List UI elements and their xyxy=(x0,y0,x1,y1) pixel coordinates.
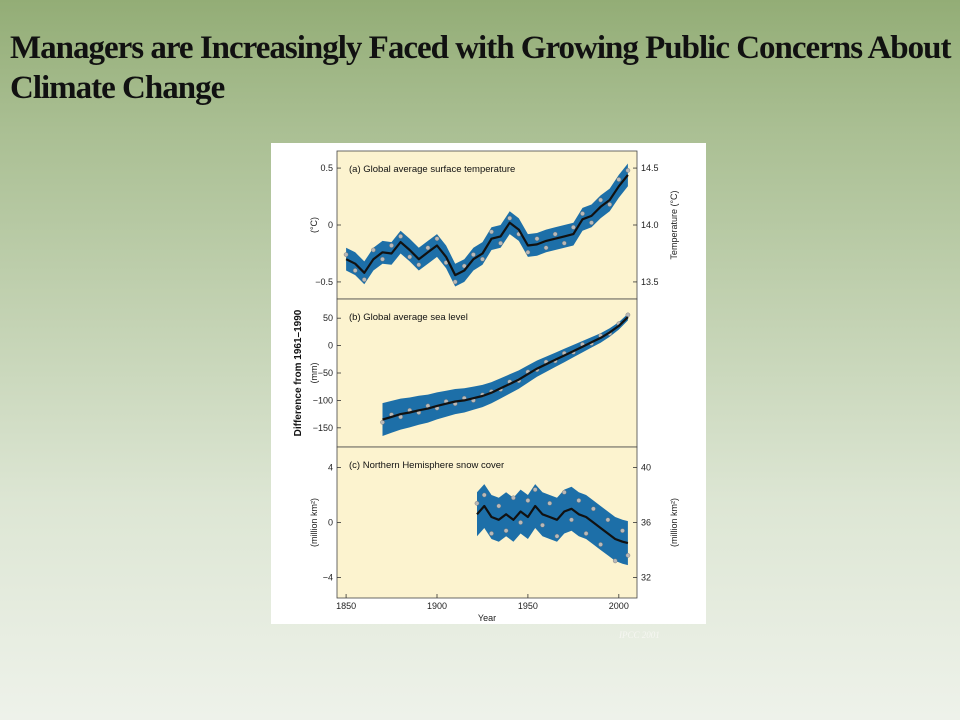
panel-c-data-point xyxy=(591,506,596,512)
panel-c-data-point xyxy=(511,495,516,501)
panel-a-left-axis-label: (°C) xyxy=(309,217,319,233)
panel-a-right-tick-label: 13.5 xyxy=(641,277,659,287)
panel-a-data-point xyxy=(598,197,603,203)
panel-a-data-point xyxy=(362,277,367,282)
panel-a-data-point xyxy=(507,215,512,221)
panel-c-data-point xyxy=(540,522,545,528)
source-credit: IPCC 2001 xyxy=(619,630,660,640)
panel-a-data-point xyxy=(407,254,412,260)
panel-a-right-tick-label: 14.0 xyxy=(641,220,659,230)
panel-a-title: (a) Global average surface temperature xyxy=(349,164,515,175)
panel-a-right-tick-label: 14.5 xyxy=(641,163,659,173)
panel-c-left-tick-label: 4 xyxy=(328,463,333,473)
panel-a-data-point xyxy=(625,168,631,173)
panel-b-data-point xyxy=(380,419,385,425)
panel-c-data-point xyxy=(554,533,560,539)
panel-a-data-point xyxy=(498,240,503,246)
panel-a-left-tick-label: 0 xyxy=(328,220,333,230)
panel-c-left-tick-label: −4 xyxy=(323,572,333,582)
panel-a-series-line xyxy=(345,174,629,277)
panel-c-data-point xyxy=(612,558,618,564)
panel-a-data-point xyxy=(343,252,349,257)
panel-c-right-tick-label: 40 xyxy=(641,463,651,473)
panel-c-data-point xyxy=(489,531,494,536)
panel-a-data-point xyxy=(561,240,567,246)
panel-a-data-point xyxy=(525,250,531,255)
panel-a-data-point xyxy=(552,231,558,237)
panel-a-right-axis-label: Temperature (°C) xyxy=(669,190,679,259)
panel-c-left-tick-label: 0 xyxy=(328,518,333,528)
panel-c-data-point xyxy=(605,517,611,523)
panel-c-data-point xyxy=(525,498,531,503)
panel-c-data-point xyxy=(561,489,567,495)
panel-a-data-point xyxy=(380,256,385,262)
panel-b-left-tick-label: 50 xyxy=(323,313,333,323)
panel-c-right-tick-label: 32 xyxy=(641,572,651,582)
panel-a-data-point xyxy=(571,225,576,230)
x-axis-tick-label: 1950 xyxy=(518,601,538,611)
panel-a-data-point xyxy=(589,220,594,225)
panel-c-data-point xyxy=(583,531,589,536)
panel-a-data-point xyxy=(398,234,403,239)
panel-c-data-point xyxy=(598,542,603,547)
panel-c-data-point xyxy=(474,500,480,506)
climate-figure: 0.5 0 −0.5 14.5 14.0 13.5 (a) Global average s… xyxy=(271,143,706,624)
x-axis-tick-label: 2000 xyxy=(609,601,629,611)
panel-c-right-axis-label: (million km²) xyxy=(669,498,679,547)
panel-a-data-point xyxy=(471,252,476,257)
panel-c-data-point xyxy=(496,503,502,509)
panel-a-data-point xyxy=(489,229,494,235)
panel-c-data-point xyxy=(503,528,509,534)
panel-a-data-point xyxy=(425,245,431,251)
panel-b-left-tick-label: −50 xyxy=(318,368,333,378)
shared-y-axis-label: Difference from 1961–1990 xyxy=(293,309,304,436)
panel-b-left-tick-label: −150 xyxy=(313,423,333,433)
panel-c-data-point xyxy=(569,517,574,523)
panel-b-left-tick-label: 0 xyxy=(328,341,333,351)
panel-c-uncertainty-band xyxy=(477,484,628,566)
climate-chart: 0.5 0 −0.5 14.5 14.0 13.5 (a) Global average s… xyxy=(293,150,679,623)
x-axis-label: Year xyxy=(478,613,496,623)
panel-a-data-point xyxy=(580,211,585,216)
panel-a-data-point xyxy=(416,262,422,268)
panel-a-data-point xyxy=(371,247,376,253)
panel-a-data-point xyxy=(389,243,394,248)
panel-c-data-point xyxy=(620,528,625,534)
panel-a-data-point xyxy=(616,177,622,182)
panel-a-data-point xyxy=(434,236,440,241)
panel-c-data-point xyxy=(625,553,631,558)
panel-a-data-point xyxy=(352,268,358,273)
panel-a-data-point xyxy=(543,245,549,251)
panel-b-series-line xyxy=(382,316,629,421)
panel-b-title: (b) Global average sea level xyxy=(349,312,468,323)
panel-c-data-point xyxy=(518,520,523,525)
slide-title: Managers are Increasingly Faced with Gro… xyxy=(10,30,952,106)
panel-c-right-tick-label: 36 xyxy=(641,518,651,528)
panel-a-data-point xyxy=(480,256,485,262)
panel-b-left-axis-label: (mm) xyxy=(309,363,319,384)
panel-b-left-tick-label: −100 xyxy=(313,395,333,405)
panel-c-data-point xyxy=(547,500,553,506)
panel-b-data-point xyxy=(625,312,631,318)
panel-c-data-point xyxy=(532,487,538,492)
x-axis-tick-label: 1850 xyxy=(336,601,356,611)
panel-a-left-tick-label: −0.5 xyxy=(315,277,333,287)
panel-c-series-line xyxy=(476,504,629,545)
panel-c-left-axis-label: (million km²) xyxy=(309,498,319,547)
panel-a-data-point xyxy=(461,263,467,269)
panel-a-left-tick-label: 0.5 xyxy=(320,163,333,173)
panel-c-data-point xyxy=(481,492,487,498)
panel-a-data-point xyxy=(452,279,458,285)
panel-c-data-point xyxy=(576,498,582,503)
panel-c-title: (c) Northern Hemisphere snow cover xyxy=(349,460,504,471)
x-axis-tick-label: 1900 xyxy=(427,601,447,611)
panel-a-data-point xyxy=(534,236,540,241)
panel-b-uncertainty-band xyxy=(382,313,628,436)
panel-a-data-point xyxy=(607,202,613,207)
